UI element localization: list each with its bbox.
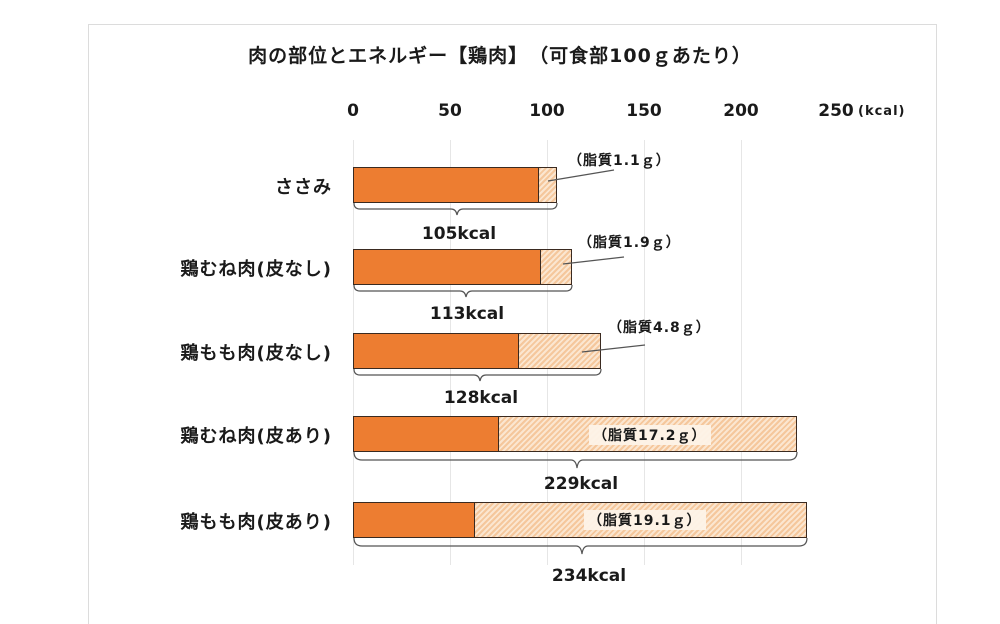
- fat-annotation: （脂質1.1ｇ）: [568, 153, 671, 169]
- fat-annotation: （脂質4.8ｇ）: [608, 320, 711, 336]
- x-axis-unit: (kcal): [858, 104, 906, 119]
- category-label: 鶏もも肉(皮あり): [180, 512, 332, 533]
- bar-sasami: [353, 167, 557, 203]
- x-tick-50: 50: [438, 101, 462, 121]
- category-label: 鶏もも肉(皮なし): [180, 343, 332, 364]
- category-label: 鶏むね肉(皮あり): [180, 426, 332, 447]
- bar-segment-fat: [541, 250, 571, 284]
- fat-annotation: （脂質19.1ｇ）: [584, 510, 706, 530]
- x-tick-150: 150: [626, 101, 662, 121]
- bar-segment-non-fat: [354, 168, 539, 202]
- total-label: 128kcal: [443, 388, 519, 408]
- bar-segment-non-fat: [354, 334, 519, 368]
- fat-annotation: （脂質1.9ｇ）: [578, 235, 681, 251]
- chart-title: 肉の部位とエネルギー【鶏肉】 （可食部100ｇあたり）: [248, 45, 752, 67]
- total-label: 105kcal: [421, 224, 497, 244]
- x-tick-100: 100: [529, 101, 565, 121]
- bar-mune-skin: [353, 416, 797, 452]
- gridline: [741, 140, 742, 565]
- total-label: 113kcal: [429, 304, 505, 324]
- x-tick-250: 250: [818, 101, 854, 121]
- total-label: 229kcal: [543, 474, 619, 494]
- category-label: ささみ: [275, 177, 332, 198]
- x-tick-200: 200: [723, 101, 759, 121]
- x-tick-0: 0: [347, 101, 359, 121]
- chart-frame: [88, 24, 937, 624]
- total-label: 234kcal: [551, 566, 627, 586]
- bar-segment-non-fat: [354, 503, 475, 537]
- bar-segment-non-fat: [354, 250, 541, 284]
- fat-annotation: （脂質17.2ｇ）: [589, 425, 711, 445]
- bar-segment-fat: [539, 168, 556, 202]
- bar-segment-non-fat: [354, 417, 499, 451]
- bar-mune-skinless: [353, 249, 572, 285]
- bar-momo-skinless: [353, 333, 601, 369]
- gridline: [644, 140, 645, 565]
- category-label: 鶏むね肉(皮なし): [180, 259, 332, 280]
- bar-momo-skin: [353, 502, 807, 538]
